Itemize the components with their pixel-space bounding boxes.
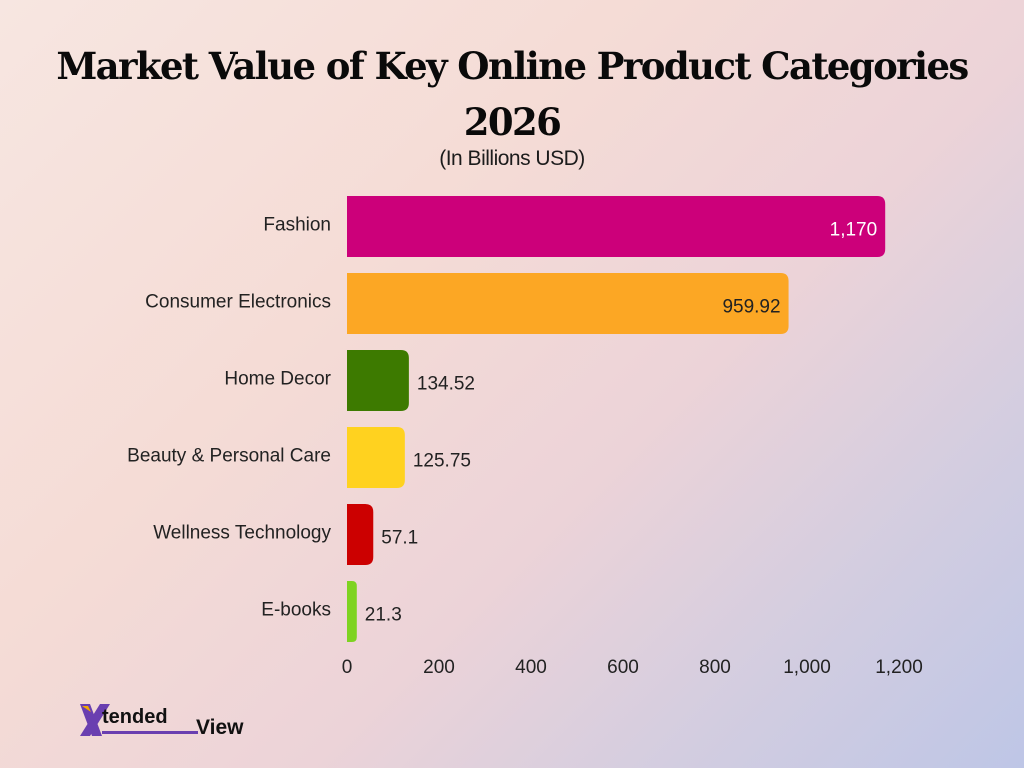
logo-underline [102,731,198,734]
x-tick-label: 200 [423,657,455,678]
category-label-home-decor: Home Decor [224,369,331,390]
logo-word-view: View [196,716,244,739]
x-tick-label: 1,000 [783,657,831,678]
x-tick-label: 400 [515,657,547,678]
category-label-consumer-electronics: Consumer Electronics [145,292,331,313]
x-tick-label: 800 [699,657,731,678]
value-label-consumer-electronics: 959.92 [722,297,780,318]
bar-fashion [347,196,886,257]
brand-logo: tended View [78,700,278,744]
x-tick-label: 0 [342,657,353,678]
x-tick-label: 1,200 [875,657,923,678]
chart-subtitle: (In Billions USD) [439,147,585,170]
value-label-beauty-personal-care: 125.75 [413,451,471,472]
logo-word-tended: tended [102,706,168,728]
bar-home-decor [347,350,409,411]
category-label-beauty-personal-care: Beauty & Personal Care [127,446,331,467]
chart-title: Market Value of Key Online Product Categ… [56,44,969,144]
bar-e-books [347,581,357,642]
bar-wellness-technology [347,504,374,565]
x-tick-label: 600 [607,657,639,678]
category-label-wellness-technology: Wellness Technology [153,523,331,544]
value-label-wellness-technology: 57.1 [381,528,418,549]
value-label-e-books: 21.3 [365,605,402,626]
category-label-e-books: E-books [261,600,331,621]
value-label-home-decor: 134.52 [417,374,475,395]
bar-beauty-personal-care [347,427,405,488]
logo-x-icon [80,704,110,736]
category-label-fashion: Fashion [263,215,331,236]
bar-consumer-electronics [347,273,789,334]
value-label-fashion: 1,170 [830,220,878,241]
